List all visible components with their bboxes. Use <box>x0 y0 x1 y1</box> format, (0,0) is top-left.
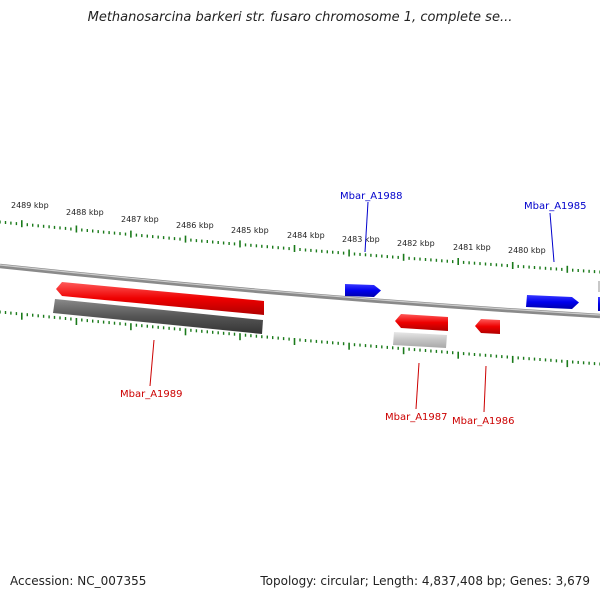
reverse-strand-genes <box>53 282 500 348</box>
genome-summary-text: Topology: circular; Length: 4,837,408 bp… <box>260 574 590 588</box>
gene-feature-mbar-a1985[interactable] <box>526 295 579 309</box>
gene-feature-mbar-a1987[interactable] <box>395 314 448 331</box>
leader-mbar-a1987 <box>415 362 420 410</box>
kbp-label-2481: 2481 kbp <box>453 243 491 252</box>
kbp-label-2483: 2483 kbp <box>342 235 380 244</box>
kbp-label-2489: 2489 kbp <box>11 201 49 210</box>
gene-leader-lines <box>149 201 555 413</box>
gene-feature-mbar-a1988[interactable] <box>345 284 381 297</box>
leader-mbar-a1988 <box>364 201 369 253</box>
genome-backbone-highlight <box>0 264 600 316</box>
map-title: Methanosarcina barkeri str. fusaro chrom… <box>87 10 513 25</box>
gene-feature-mbar-a1989[interactable] <box>56 282 264 315</box>
genome-backbone <box>0 263 600 319</box>
kbp-label-2484: 2484 kbp <box>287 231 325 240</box>
leader-mbar-a1989 <box>149 339 155 387</box>
gene-label-mbar-a1987[interactable]: Mbar_A1987 <box>385 412 448 423</box>
kbp-labels: 2489 kbp 2488 kbp 2487 kbp 2486 kbp 2485… <box>11 201 546 255</box>
gene-feature-mbar-a1986[interactable] <box>475 319 500 334</box>
forward-strand-genes <box>345 281 600 311</box>
kbp-label-2486: 2486 kbp <box>176 221 214 230</box>
kbp-label-2482: 2482 kbp <box>397 239 435 248</box>
leader-mbar-a1986 <box>483 365 487 413</box>
rna-feature-mbar-a1987[interactable] <box>393 332 447 348</box>
gene-label-mbar-a1989[interactable]: Mbar_A1989 <box>120 389 183 400</box>
accession-text: Accession: NC_007355 <box>10 574 147 588</box>
kbp-label-2480: 2480 kbp <box>508 246 546 255</box>
gene-labels: Mbar_A1988 Mbar_A1985 Mbar_A1989 Mbar_A1… <box>120 191 587 427</box>
kbp-tick-row-upper <box>0 220 600 274</box>
kbp-label-2487: 2487 kbp <box>121 215 159 224</box>
leader-mbar-a1985 <box>549 212 555 263</box>
rna-feature-mbar-a1989[interactable] <box>53 299 263 334</box>
kbp-tick-row-lower <box>0 310 600 368</box>
gene-label-mbar-a1985[interactable]: Mbar_A1985 <box>524 201 587 212</box>
kbp-label-2488: 2488 kbp <box>66 208 104 217</box>
gene-label-mbar-a1988[interactable]: Mbar_A1988 <box>340 191 403 202</box>
gene-label-mbar-a1986[interactable]: Mbar_A1986 <box>452 416 515 427</box>
kbp-label-2485: 2485 kbp <box>231 226 269 235</box>
